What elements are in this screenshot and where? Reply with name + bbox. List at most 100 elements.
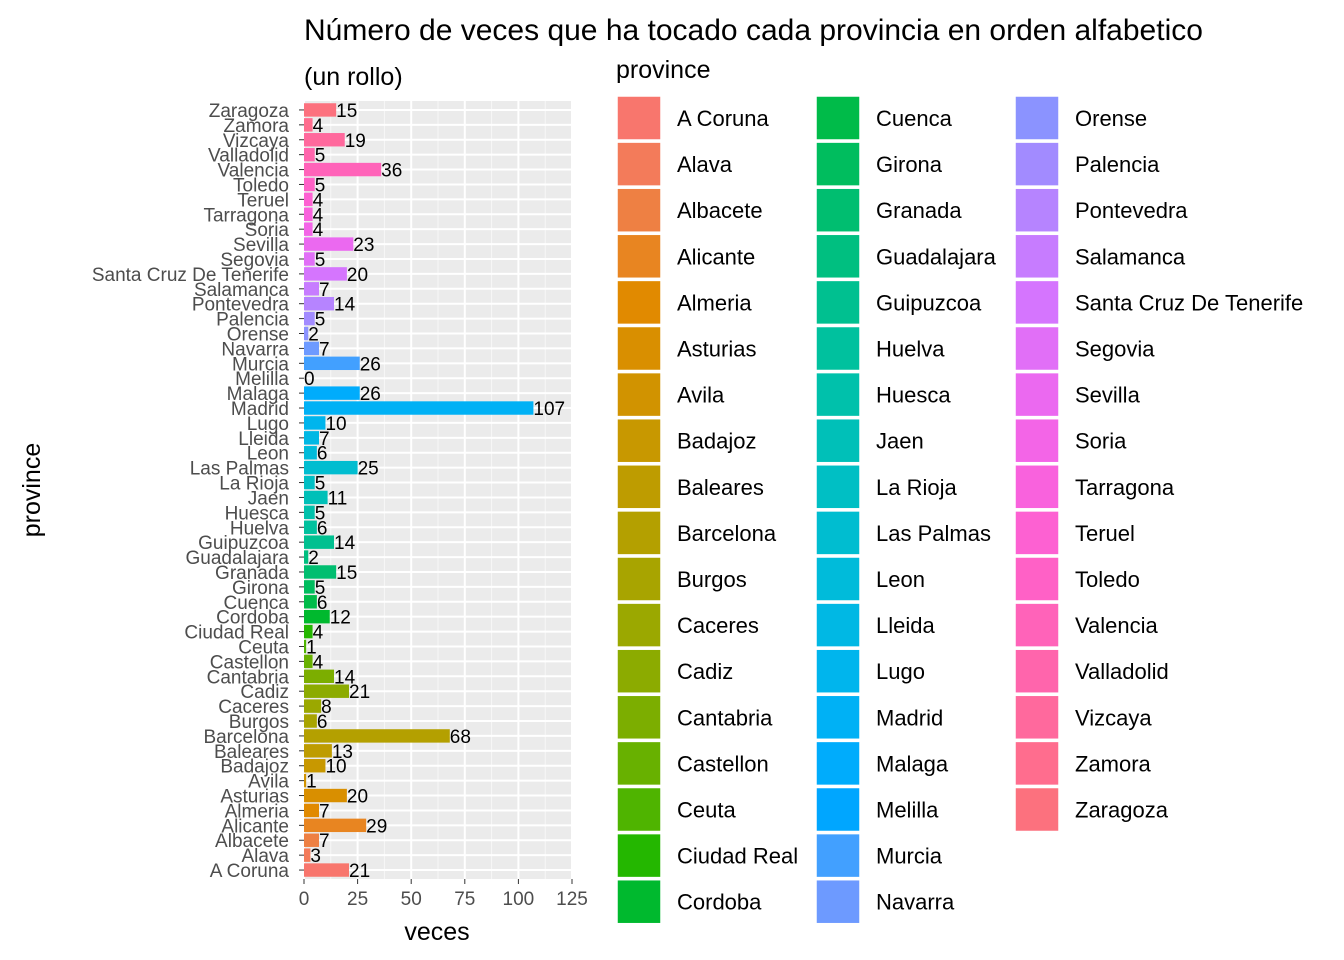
y-tick-label: Asturias [220,787,289,808]
bar [304,267,347,281]
bar [304,162,382,177]
legend-key [815,510,861,556]
legend-key [815,602,861,648]
y-tick-label: Cordoba [216,608,289,629]
bar [304,550,309,564]
legend-key [1014,141,1060,187]
legend-key [1014,786,1060,833]
y-tick-label: Girona [232,578,289,599]
legend-key [815,187,861,233]
bar [304,177,315,192]
legend-label: Guipuzcoa [876,290,982,315]
y-tick-label: Huelva [230,518,290,539]
legend-label: Orense [1075,106,1147,131]
data-label: 6 [317,518,328,539]
legend-key [616,279,662,326]
legend-label: Cadiz [677,659,733,684]
bar [304,490,328,505]
bar [304,401,534,415]
legend-key [616,740,662,787]
legend-label: Cordoba [677,890,762,915]
y-tick-label: Zaragoza [209,101,290,122]
legend-key [616,95,662,141]
y-tick-label: Cadiz [240,682,289,703]
y-tick-label: La Rioja [219,474,289,495]
bar [304,222,313,236]
y-tick-label: Orense [227,325,289,346]
y-tick-label: Segovia [220,250,289,271]
bar [304,609,330,624]
y-tick-label: Teruel [237,190,289,211]
legend-key [815,648,861,694]
legend-label: Cantabria [677,705,773,730]
y-tick-label: Ciudad Real [184,623,289,644]
data-label: 7 [319,280,330,301]
data-label: 4 [313,220,324,241]
data-label: 7 [319,339,330,360]
legend-label: Girona [876,152,943,177]
legend-label: Segovia [1075,337,1155,362]
y-tick-label: Sevilla [233,235,289,256]
legend-key [616,694,662,741]
legend-label: Tarragona [1075,475,1175,500]
legend-key [616,602,662,648]
data-label: 5 [315,175,326,196]
bar [304,460,358,475]
legend-label: Toledo [1075,567,1140,592]
y-tick-label: Guipuzcoa [198,533,289,554]
bar [304,684,350,698]
data-label: 4 [313,652,324,673]
legend-label: Valladolid [1075,659,1169,684]
y-tick-label: Jaen [248,488,289,509]
data-label: 21 [349,682,370,703]
bar [304,744,332,758]
bar [304,535,335,549]
legend-key [1014,187,1060,233]
x-tick-label: 125 [556,889,588,910]
legend-key [815,95,861,141]
legend-key [616,417,662,464]
legend-key [1014,95,1060,141]
bar [304,147,315,162]
y-tick-label: Castellon [210,652,289,673]
bar [304,446,317,460]
data-label: 23 [353,235,374,256]
x-tick-labels: 0 25 50 75 100 125 [299,879,588,910]
chart-subtitle: (un rollo) [304,63,403,91]
bar [304,341,320,356]
legend-title: province [616,56,711,84]
data-label: 14 [334,295,356,316]
bar [304,416,326,430]
legend-key [616,648,662,694]
y-tick-label: Malaga [227,384,290,405]
legend-key [616,556,662,602]
legend-key [815,233,861,280]
legend-label: Jaen [876,429,924,454]
y-tick-label: Caceres [218,697,289,718]
x-tick-label: 50 [401,889,422,910]
data-label: 1 [306,772,317,793]
data-label: 19 [345,131,366,152]
legend-label: A Coruna [677,106,769,131]
bar [304,759,326,773]
legend-label: Ciudad Real [677,844,798,869]
x-tick-label: 0 [299,889,310,910]
bar [304,133,345,147]
legend-label: Almeria [677,290,752,315]
legend-label: Asturias [677,337,756,362]
legend-label: Palencia [1075,152,1160,177]
bar [304,192,313,207]
y-tick-label: Vizcaya [223,131,290,152]
legend-key [616,464,662,510]
legend-key [1014,233,1060,280]
y-tick-label: Tarragona [203,205,289,226]
y-tick-label: Toledo [233,175,289,196]
y-tick-label: Alava [241,846,289,867]
legend-key [815,371,861,418]
y-tick-label: A Coruna [210,861,290,882]
bar [304,520,317,534]
bar [304,103,337,117]
data-label: 15 [336,563,357,584]
legend-label: Lleida [876,613,935,638]
y-tick-label: Ceuta [238,637,289,658]
